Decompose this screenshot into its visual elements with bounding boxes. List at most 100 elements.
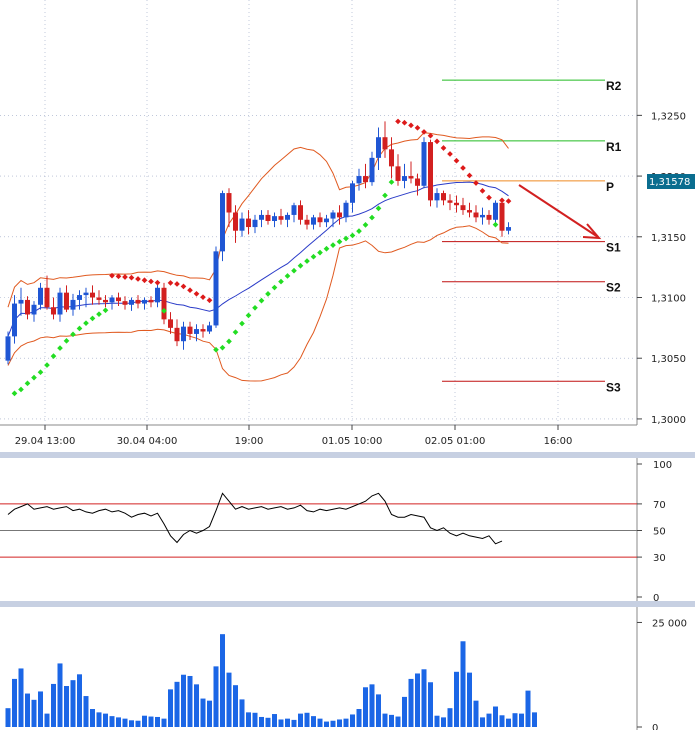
bear-candle bbox=[246, 218, 251, 228]
volume-bar bbox=[441, 717, 446, 727]
price-tick-label: 1,3000 bbox=[651, 415, 686, 426]
time-tick-label: 19:00 bbox=[235, 436, 264, 447]
sar-dot-bull bbox=[356, 228, 362, 234]
forecast-arrow bbox=[518, 184, 602, 240]
bull-candle bbox=[207, 325, 212, 332]
bull-candle bbox=[311, 217, 316, 225]
volume-bar bbox=[421, 669, 427, 727]
sar-dot-bear bbox=[200, 294, 206, 300]
sar-dot-bear bbox=[408, 122, 414, 129]
volume-panel[interactable] bbox=[0, 607, 637, 730]
sar-dot-bear bbox=[453, 157, 460, 164]
bull-candle bbox=[18, 299, 24, 304]
volume-bar bbox=[532, 712, 537, 727]
sar-dot-bull bbox=[18, 386, 24, 393]
volume-bar bbox=[155, 716, 160, 727]
sar-dot-bull bbox=[297, 262, 304, 269]
volume-bar bbox=[291, 719, 297, 727]
sar-dot-bull bbox=[343, 235, 349, 242]
sar-dot-bull bbox=[63, 338, 70, 344]
sar-dot-bear bbox=[505, 198, 512, 204]
bull-candle bbox=[220, 193, 225, 252]
sar-dot-bear bbox=[167, 280, 174, 286]
last-price-tag[interactable]: 1,31578 bbox=[647, 174, 695, 189]
bull-candle bbox=[369, 157, 375, 183]
rsi-panel[interactable] bbox=[0, 458, 637, 601]
volume-bar bbox=[252, 712, 258, 727]
bollinger-lower-band bbox=[7, 225, 509, 382]
volume-bar bbox=[304, 712, 310, 727]
sar-dot-bull bbox=[96, 311, 102, 317]
volume-bar bbox=[499, 715, 505, 727]
volume-bar bbox=[181, 674, 186, 727]
time-tick-label: 30.04 04:00 bbox=[117, 436, 178, 447]
sar-dot-bear bbox=[193, 290, 200, 297]
price-panel[interactable] bbox=[0, 0, 637, 425]
bear-candle bbox=[64, 292, 69, 310]
bear-candle bbox=[278, 216, 284, 220]
volume-bar bbox=[467, 672, 472, 727]
bull-candle bbox=[181, 326, 186, 342]
volume-bar bbox=[25, 693, 30, 727]
panel-separator-1[interactable] bbox=[0, 452, 695, 458]
volume-bar bbox=[382, 713, 388, 727]
volume-bar bbox=[96, 712, 102, 727]
sar-dot-bull bbox=[336, 238, 343, 245]
volume-bar bbox=[5, 708, 11, 727]
volume-bar bbox=[70, 680, 76, 727]
sar-dot-bull bbox=[323, 245, 330, 252]
bull-candle bbox=[506, 227, 511, 231]
panel-separator-2[interactable] bbox=[0, 601, 695, 607]
forecast-arrow-shaft bbox=[518, 184, 599, 238]
last-price-label: 1,31578 bbox=[649, 177, 690, 188]
volume-bar bbox=[220, 634, 225, 727]
bear-candle bbox=[473, 212, 479, 218]
sar-dot-bull bbox=[76, 325, 83, 332]
volume-bar bbox=[135, 720, 141, 727]
sar-dot-bull bbox=[317, 249, 323, 256]
sar-dot-bear bbox=[109, 272, 115, 279]
bull-candle bbox=[83, 292, 89, 296]
sar-dot-bull bbox=[102, 307, 109, 314]
volume-bar bbox=[12, 678, 17, 727]
bear-candle bbox=[200, 329, 206, 332]
rsi-indicator: 100 70 50 30 0 bbox=[0, 460, 672, 604]
sar-dot-bull bbox=[252, 304, 258, 311]
volume-bar bbox=[428, 682, 433, 727]
sar-dot-bull bbox=[310, 253, 317, 260]
volume-tick-label: 25 000 bbox=[652, 618, 687, 629]
sar-dot-bull bbox=[161, 308, 167, 314]
bull-candle bbox=[142, 299, 147, 304]
volume-bar bbox=[272, 714, 277, 727]
bear-candle bbox=[44, 287, 50, 308]
volume-bar bbox=[161, 718, 167, 727]
bear-candle bbox=[168, 319, 173, 328]
volume-bar bbox=[285, 718, 290, 727]
volume-bar bbox=[460, 641, 466, 727]
sar-dot-bull bbox=[245, 312, 252, 319]
bear-candle bbox=[148, 299, 154, 303]
rsi-tick-label: 30 bbox=[653, 553, 666, 564]
bear-candle bbox=[226, 193, 232, 213]
volume-bar bbox=[187, 675, 193, 727]
pivot-label-s2: S2 bbox=[606, 281, 621, 295]
bull-candle bbox=[38, 287, 43, 305]
volume-bar bbox=[311, 716, 316, 727]
volume-bar bbox=[512, 713, 518, 727]
sar-dot-bull bbox=[492, 221, 499, 228]
bull-candle bbox=[324, 218, 329, 223]
bull-candle bbox=[285, 214, 290, 220]
bear-candle bbox=[161, 287, 167, 320]
bear-candle bbox=[96, 297, 102, 300]
volume-bar bbox=[454, 671, 459, 727]
bull-candle bbox=[350, 183, 355, 203]
volume-bar bbox=[90, 709, 95, 727]
bull-candle bbox=[109, 297, 115, 303]
bull-candle bbox=[155, 287, 160, 303]
bear-candle bbox=[233, 212, 238, 231]
pivot-levels: R2 R1 P S1 S2 S3 bbox=[442, 79, 622, 394]
sar-dot-bear bbox=[427, 132, 434, 139]
volume-bar bbox=[64, 686, 69, 727]
